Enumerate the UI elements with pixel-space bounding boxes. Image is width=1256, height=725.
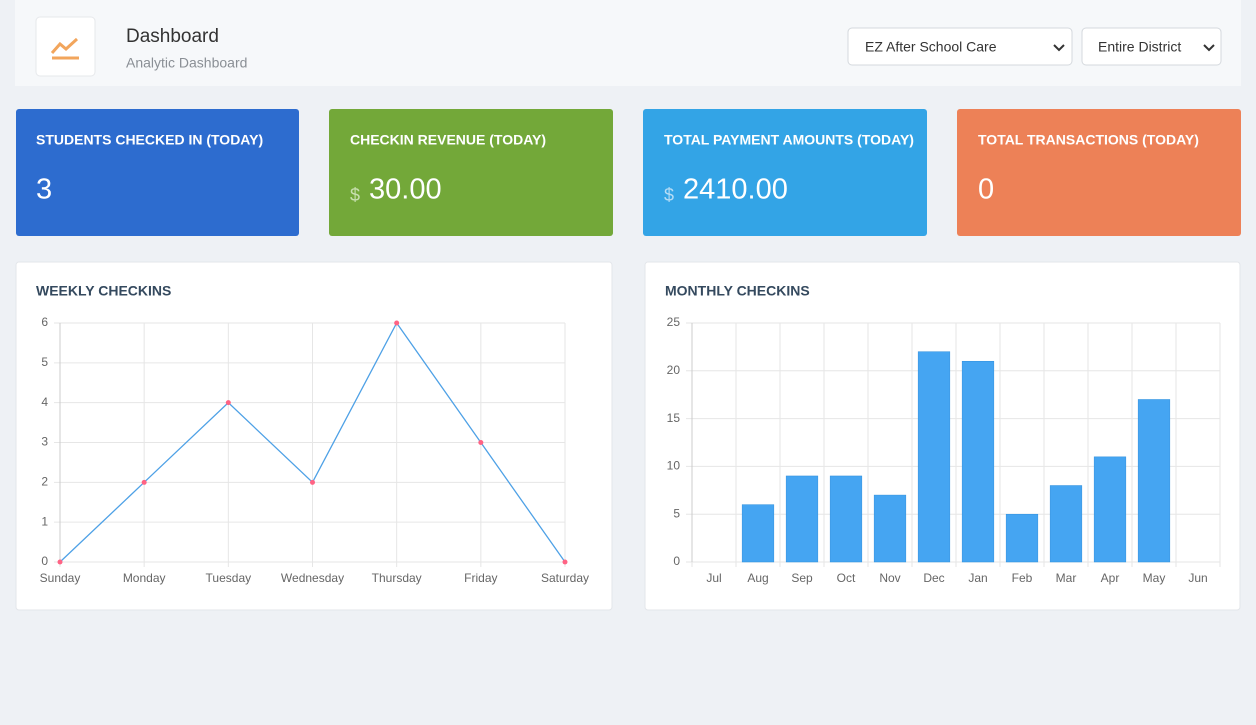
y-tick-label: 6 <box>41 315 48 329</box>
x-tick-label: Mar <box>1056 571 1077 585</box>
card-title: STUDENTS CHECKED IN (TODAY) <box>36 132 263 148</box>
x-tick-label: Feb <box>1012 571 1033 585</box>
card-value: 2410.00 <box>683 174 788 206</box>
chart-panel <box>15 261 613 611</box>
bar <box>829 475 863 563</box>
bar <box>961 360 995 563</box>
point <box>225 400 231 406</box>
chart-title: MONTHLY CHECKINS <box>665 283 810 299</box>
y-tick-label: 15 <box>667 411 681 425</box>
point <box>394 320 400 326</box>
header-icon-box <box>35 16 96 77</box>
y-tick-label: 25 <box>667 315 681 329</box>
select-text[interactable]: Entire District <box>1098 39 1181 55</box>
stat-card <box>16 109 299 236</box>
stat-card <box>643 109 927 236</box>
x-tick-label: Saturday <box>541 571 589 585</box>
x-tick-label: Sunday <box>40 571 81 585</box>
bar <box>1093 456 1127 563</box>
stat-card <box>329 109 613 236</box>
card-currency: $ <box>350 185 360 205</box>
point <box>57 559 63 565</box>
bar <box>917 351 951 563</box>
y-tick-label: 1 <box>41 514 48 528</box>
select-text[interactable]: EZ After School Care <box>865 39 997 55</box>
select-chevron[interactable] <box>1053 44 1065 52</box>
x-tick-label: Friday <box>464 571 497 585</box>
card-title: CHECKIN REVENUE (TODAY) <box>350 132 546 148</box>
card-value: 0 <box>978 174 994 206</box>
card-value: 30.00 <box>369 174 442 206</box>
y-tick-label: 10 <box>667 459 681 473</box>
y-tick-label: 0 <box>41 554 48 568</box>
bar <box>785 475 819 563</box>
x-tick-label: Wednesday <box>281 571 344 585</box>
y-tick-label: 20 <box>667 363 681 377</box>
header-subtitle: Analytic Dashboard <box>126 55 247 71</box>
stat-card <box>957 109 1241 236</box>
x-tick-label: Jun <box>1188 571 1207 585</box>
x-tick-label: Jul <box>706 571 721 585</box>
x-tick-label: Tuesday <box>206 571 252 585</box>
y-tick-label: 0 <box>673 554 680 568</box>
x-tick-label: Sep <box>791 571 813 585</box>
bar <box>873 494 907 563</box>
x-tick-label: Thursday <box>372 571 422 585</box>
x-tick-label: Apr <box>1101 571 1120 585</box>
card-title: TOTAL TRANSACTIONS (TODAY) <box>978 132 1199 148</box>
x-tick-label: May <box>1143 571 1166 585</box>
select-box[interactable] <box>847 27 1073 66</box>
header-title: Dashboard <box>126 26 219 47</box>
bar <box>1005 513 1039 563</box>
filter-select[interactable]: Entire District <box>1081 27 1222 66</box>
x-tick-label: Oct <box>837 571 856 585</box>
y-tick-label: 5 <box>41 355 48 369</box>
point <box>141 479 147 485</box>
header-icon <box>50 37 79 60</box>
x-tick-label: Monday <box>123 571 166 585</box>
chart-title: WEEKLY CHECKINS <box>36 283 171 299</box>
select-box[interactable] <box>1081 27 1222 66</box>
card-value: 3 <box>36 174 52 206</box>
y-tick-label: 4 <box>41 395 48 409</box>
point <box>310 479 315 485</box>
point <box>478 440 484 445</box>
card-title: TOTAL PAYMENT AMOUNTS (TODAY) <box>664 132 914 148</box>
y-tick-label: 2 <box>41 475 48 489</box>
x-tick-label: Jan <box>968 571 987 585</box>
x-tick-label: Dec <box>923 571 944 585</box>
select-chevron[interactable] <box>1203 44 1215 52</box>
bar <box>1049 485 1083 563</box>
bar <box>741 504 775 563</box>
card-currency: $ <box>664 185 674 205</box>
y-tick-label: 3 <box>41 435 48 449</box>
filter-select[interactable]: EZ After School Care <box>847 27 1073 66</box>
x-tick-label: Aug <box>747 571 768 585</box>
x-tick-label: Nov <box>879 571 900 585</box>
y-tick-label: 5 <box>673 506 680 520</box>
point <box>562 559 568 565</box>
bar <box>1137 399 1171 563</box>
